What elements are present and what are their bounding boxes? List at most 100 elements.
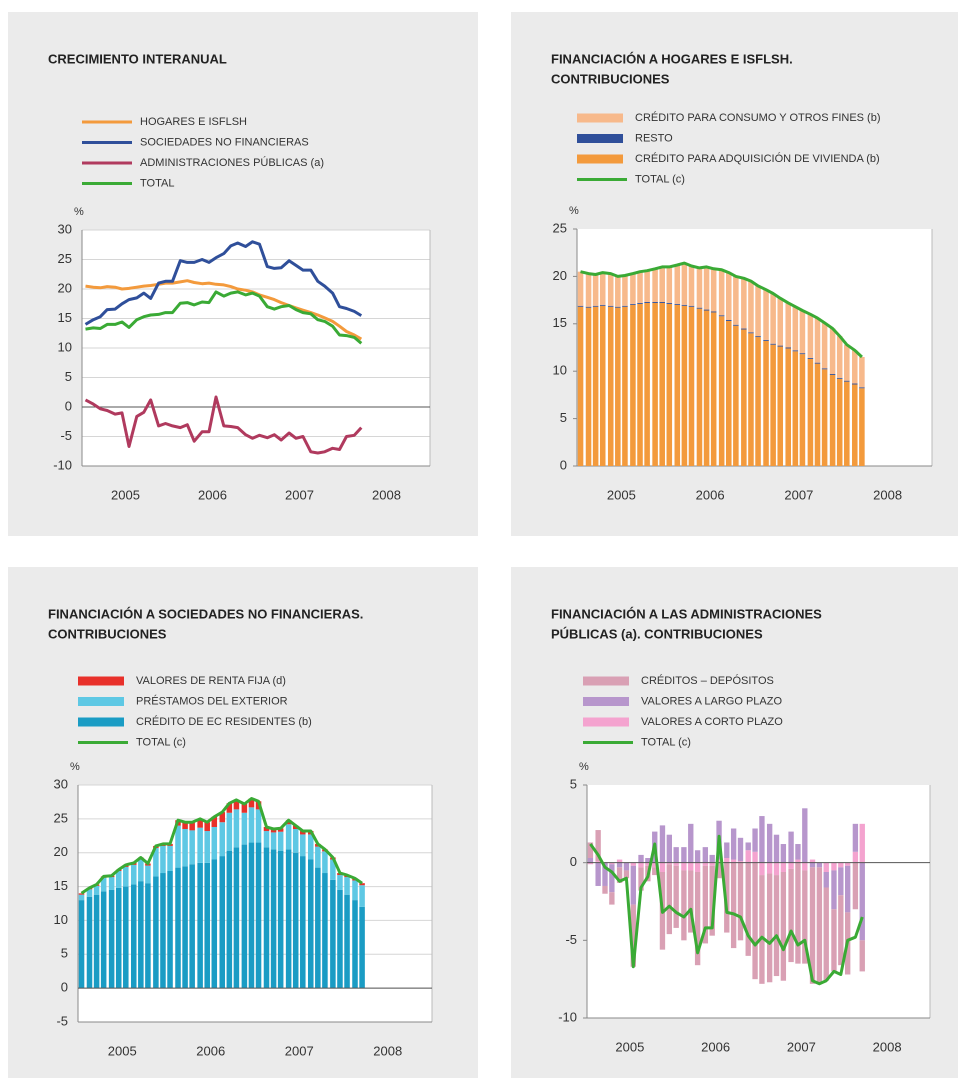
x-tick-label: 2006 bbox=[696, 487, 725, 502]
bar-segment bbox=[681, 304, 688, 306]
bar-segment bbox=[630, 303, 636, 305]
legend-label: VALORES A CORTO PLAZO bbox=[641, 716, 783, 728]
bar-segment bbox=[844, 381, 850, 466]
bar-segment bbox=[197, 827, 203, 863]
y-tick-label: 25 bbox=[58, 251, 72, 266]
bar-segment bbox=[78, 894, 85, 901]
bar-segment bbox=[219, 856, 226, 989]
legend-label: TOTAL (c) bbox=[635, 173, 685, 185]
y-tick-label: 20 bbox=[58, 280, 72, 295]
bar-segment bbox=[831, 870, 837, 910]
bar-segment bbox=[595, 862, 601, 886]
bar-segment bbox=[616, 867, 623, 883]
bar-segment bbox=[263, 847, 270, 989]
bar-segment bbox=[78, 893, 85, 895]
bar-segment bbox=[270, 832, 277, 850]
bar-segment bbox=[204, 862, 210, 989]
bar-segment bbox=[666, 266, 673, 303]
bar-segment bbox=[233, 799, 240, 810]
bar-segment bbox=[733, 325, 739, 466]
bar-segment bbox=[644, 270, 650, 302]
bar-segment bbox=[315, 846, 321, 868]
y-tick-label: 5 bbox=[61, 946, 68, 961]
bar-segment bbox=[829, 328, 836, 375]
bar-segment bbox=[702, 865, 709, 944]
legend-swatch bbox=[78, 717, 124, 727]
bar-segment bbox=[836, 378, 843, 466]
bar-segment bbox=[681, 847, 687, 863]
bar-segment bbox=[577, 306, 584, 466]
bar-segment bbox=[673, 847, 679, 863]
line-series bbox=[84, 395, 363, 455]
bar-segment bbox=[710, 312, 717, 466]
bar-segment bbox=[799, 310, 806, 354]
bar-segment bbox=[694, 871, 701, 966]
bar-segment bbox=[623, 862, 630, 871]
bar-segment bbox=[577, 305, 584, 307]
y-tick-label: 0 bbox=[560, 457, 567, 472]
bar-segment bbox=[115, 870, 122, 888]
bar-segment bbox=[755, 336, 761, 338]
x-tick-label: 2007 bbox=[285, 487, 314, 502]
x-tick-label: 2007 bbox=[784, 487, 813, 502]
y-tick-label: 10 bbox=[553, 363, 567, 378]
x-tick-label: 2008 bbox=[873, 1039, 902, 1054]
bar-segment bbox=[160, 845, 166, 874]
bar-segment bbox=[595, 830, 601, 862]
bar-segment bbox=[659, 825, 666, 863]
bar-segment bbox=[688, 305, 695, 307]
bar-segment bbox=[696, 267, 703, 308]
bar-segment bbox=[645, 862, 651, 866]
legend-label: HOGARES E ISFLSH bbox=[140, 116, 247, 128]
bar-segment bbox=[741, 328, 747, 330]
bar-segment bbox=[630, 904, 636, 967]
bar-segment bbox=[248, 807, 255, 843]
bar-segment bbox=[167, 845, 173, 871]
bar-segment bbox=[211, 826, 218, 860]
bar-segment bbox=[248, 798, 255, 808]
bar-segment bbox=[78, 900, 85, 989]
bar-segment bbox=[602, 885, 608, 894]
bar-segment bbox=[823, 887, 829, 981]
bar-segment bbox=[725, 320, 732, 466]
bar-segment bbox=[211, 859, 218, 989]
bar-segment bbox=[777, 298, 784, 346]
bar-segment bbox=[694, 862, 701, 872]
bar-segment bbox=[763, 340, 769, 466]
bar-segment bbox=[219, 822, 226, 857]
bar-segment bbox=[175, 867, 181, 989]
bar-segment bbox=[652, 268, 658, 302]
bar-segment bbox=[741, 329, 747, 466]
bar-segment bbox=[809, 867, 816, 984]
bar-segment bbox=[807, 314, 814, 358]
bar-segment bbox=[599, 304, 606, 306]
bar-segment bbox=[838, 895, 844, 966]
bar-segment bbox=[577, 271, 584, 306]
bar-segment bbox=[211, 816, 218, 827]
bar-segment bbox=[836, 336, 843, 378]
chart-title: CRECIMIENTO INTERANUAL bbox=[48, 51, 227, 66]
legend-label: CRÉDITOS – DEPÓSITOS bbox=[641, 674, 774, 687]
bar-segment bbox=[780, 844, 787, 863]
bar-segment bbox=[748, 333, 754, 466]
y-tick-label: -10 bbox=[53, 457, 72, 472]
bar-segment bbox=[788, 862, 794, 869]
x-tick-label: 2007 bbox=[787, 1039, 816, 1054]
chart-title: CONTRIBUCIONES bbox=[48, 626, 167, 641]
bar-segment bbox=[823, 871, 829, 888]
bar-segment bbox=[802, 870, 808, 964]
bar-segment bbox=[852, 823, 859, 852]
bar-segment bbox=[637, 303, 643, 466]
legend-label: VALORES DE RENTA FIJA (d) bbox=[136, 675, 286, 687]
chart-title: CONTRIBUCIONES bbox=[551, 71, 670, 86]
bar-segment bbox=[145, 865, 151, 884]
bar-segment bbox=[709, 862, 715, 866]
bar-segment bbox=[622, 306, 628, 466]
bar-segment bbox=[724, 858, 730, 863]
bar-segment bbox=[652, 301, 658, 303]
bar-segment bbox=[307, 834, 314, 860]
y-tick-label: -10 bbox=[558, 1009, 577, 1024]
bar-segment bbox=[359, 885, 365, 907]
line-series bbox=[85, 290, 363, 345]
bar-segment bbox=[609, 864, 615, 893]
